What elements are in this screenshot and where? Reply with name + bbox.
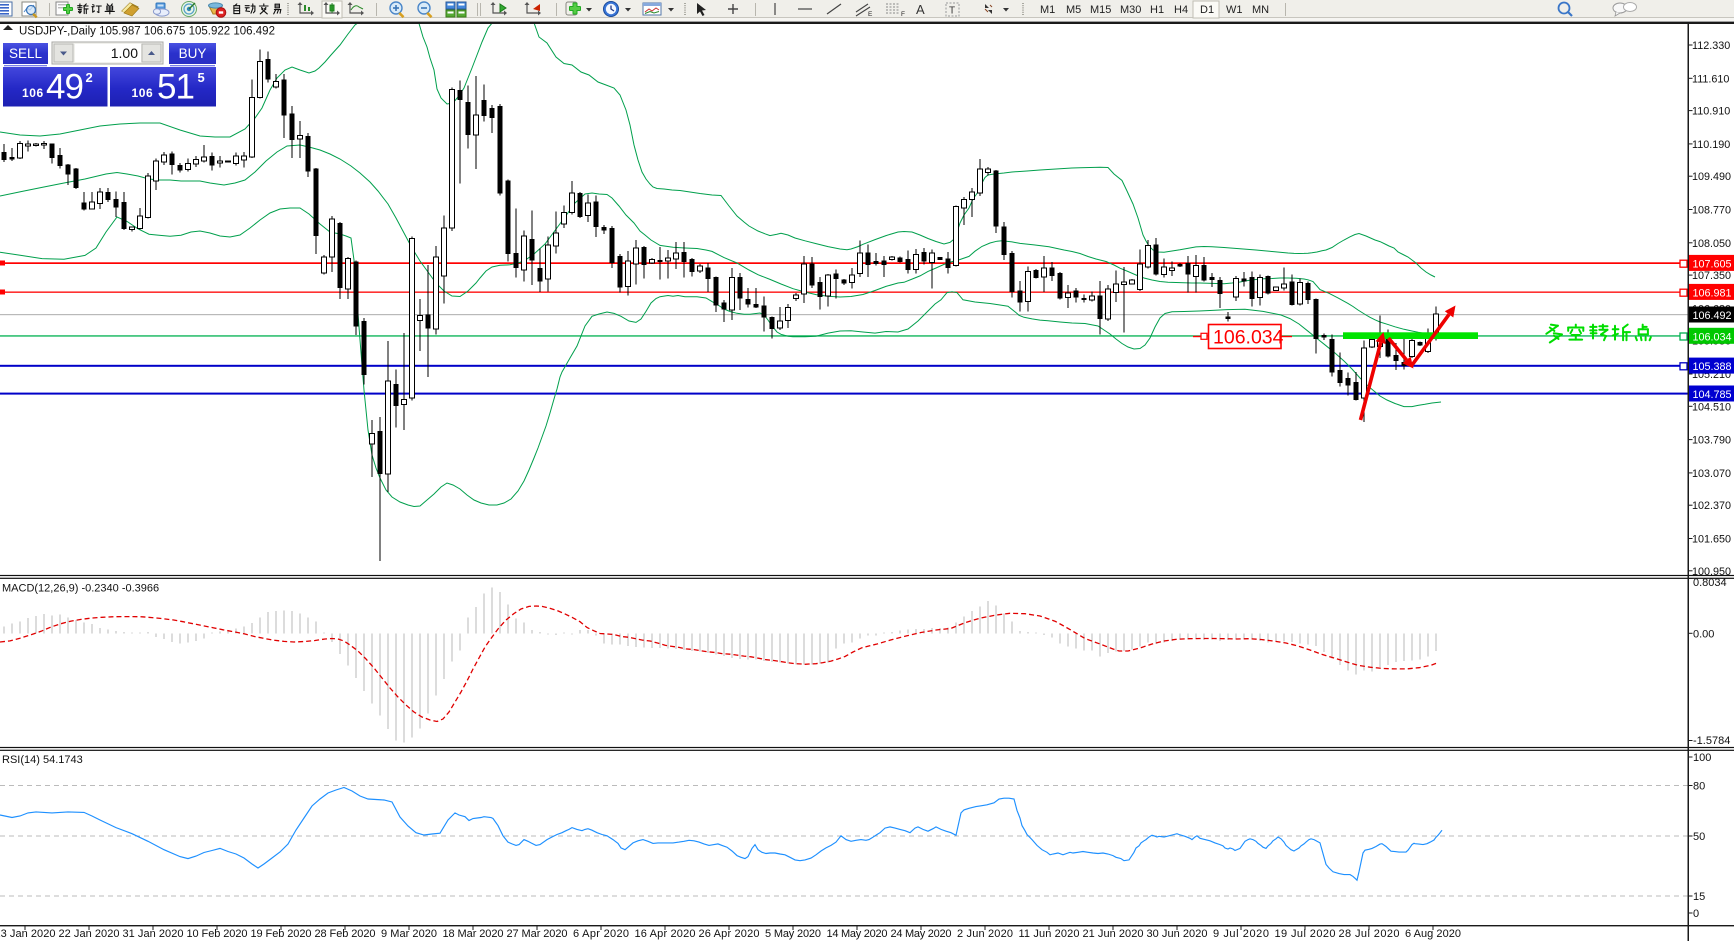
svg-text:13 Jan 2020: 13 Jan 2020 [0, 928, 56, 940]
svg-text:104.510: 104.510 [1692, 401, 1731, 413]
svg-text:D1: D1 [1200, 4, 1214, 16]
svg-text:101.650: 101.650 [1692, 534, 1731, 546]
svg-text:14 May 2020: 14 May 2020 [827, 928, 888, 940]
svg-text:SELL: SELL [9, 46, 43, 61]
svg-text:100: 100 [1693, 752, 1711, 764]
svg-text:2 Jun 2020: 2 Jun 2020 [957, 928, 1013, 940]
svg-text:2: 2 [86, 70, 93, 85]
svg-text:106: 106 [22, 86, 44, 100]
svg-text:F: F [901, 11, 905, 18]
svg-text:106.034: 106.034 [1693, 331, 1732, 343]
svg-text:5 May 2020: 5 May 2020 [765, 928, 821, 940]
svg-text:27 Mar 2020: 27 Mar 2020 [507, 928, 568, 940]
svg-text:109.490: 109.490 [1692, 171, 1731, 183]
svg-text:11 Jun 2020: 11 Jun 2020 [1019, 928, 1080, 940]
svg-text:24 May 2020: 24 May 2020 [891, 928, 952, 940]
svg-text:T: T [949, 6, 955, 17]
svg-text:108.770: 108.770 [1692, 205, 1731, 217]
svg-text:30 Jun 2020: 30 Jun 2020 [1147, 928, 1208, 940]
svg-text:MACD(12,26,9) -0.2340 -0.3966: MACD(12,26,9) -0.2340 -0.3966 [2, 583, 159, 595]
svg-text:22 Jan 2020: 22 Jan 2020 [59, 928, 120, 940]
svg-text:112.330: 112.330 [1692, 40, 1730, 52]
svg-text:H4: H4 [1174, 4, 1188, 16]
svg-text:RSI(14) 54.1743: RSI(14) 54.1743 [2, 754, 83, 766]
svg-text:103.070: 103.070 [1692, 468, 1731, 480]
svg-text:100.950: 100.950 [1692, 566, 1731, 578]
svg-text:M30: M30 [1120, 4, 1141, 16]
svg-text:A: A [916, 2, 925, 17]
svg-text:28 Jul 2020: 28 Jul 2020 [1339, 928, 1400, 940]
svg-text:W1: W1 [1226, 4, 1243, 16]
svg-text:E: E [868, 11, 873, 18]
svg-text:6 Aug 2020: 6 Aug 2020 [1405, 928, 1461, 940]
svg-text:0.00: 0.00 [1693, 628, 1714, 640]
svg-text:104.785: 104.785 [1693, 389, 1732, 401]
svg-text:106.981: 106.981 [1693, 287, 1732, 299]
svg-text:49: 49 [46, 68, 83, 107]
svg-text:111.610: 111.610 [1692, 73, 1729, 85]
svg-text:108.050: 108.050 [1692, 238, 1731, 250]
svg-text:-1.5784: -1.5784 [1693, 735, 1730, 747]
svg-text:106.034: 106.034 [1213, 327, 1284, 349]
svg-text:M1: M1 [1040, 4, 1055, 16]
svg-text:102.370: 102.370 [1692, 500, 1731, 512]
svg-text:0: 0 [1693, 908, 1699, 920]
svg-text:MN: MN [1252, 4, 1269, 16]
svg-text:15: 15 [1693, 891, 1705, 903]
svg-text:16 Apr 2020: 16 Apr 2020 [635, 928, 696, 940]
svg-text:110.910: 110.910 [1692, 106, 1730, 118]
svg-text:51: 51 [157, 68, 194, 107]
svg-text:9 Jul 2020: 9 Jul 2020 [1213, 928, 1269, 940]
svg-text:106.492: 106.492 [1693, 310, 1732, 322]
svg-text:26 Apr 2020: 26 Apr 2020 [699, 928, 760, 940]
svg-text:80: 80 [1693, 781, 1705, 793]
svg-text:31 Jan 2020: 31 Jan 2020 [123, 928, 184, 940]
svg-text:105.388: 105.388 [1693, 361, 1732, 373]
svg-text:M5: M5 [1066, 4, 1081, 16]
svg-text:BUY: BUY [179, 46, 207, 61]
svg-text:103.790: 103.790 [1692, 435, 1731, 447]
svg-text:9 Mar 2020: 9 Mar 2020 [381, 928, 437, 940]
svg-text:50: 50 [1693, 831, 1705, 843]
svg-text:5: 5 [198, 70, 205, 85]
svg-text:USDJPY-,Daily 105.987 106.675: USDJPY-,Daily 105.987 106.675 105.922 10… [19, 26, 275, 38]
svg-text:107.605: 107.605 [1693, 258, 1732, 270]
svg-text:0.8034: 0.8034 [1693, 577, 1727, 589]
svg-text:6 Apr 2020: 6 Apr 2020 [573, 928, 629, 940]
svg-text:10 Feb 2020: 10 Feb 2020 [187, 928, 248, 940]
svg-text:110.190: 110.190 [1692, 139, 1730, 151]
svg-text:106: 106 [132, 86, 154, 100]
svg-text:19 Jul 2020: 19 Jul 2020 [1275, 928, 1336, 940]
svg-text:1.00: 1.00 [111, 45, 138, 61]
svg-text:18 Mar 2020: 18 Mar 2020 [443, 928, 504, 940]
svg-text:21 Jun 2020: 21 Jun 2020 [1083, 928, 1144, 940]
svg-text:28 Feb 2020: 28 Feb 2020 [315, 928, 376, 940]
svg-text:M15: M15 [1090, 4, 1111, 16]
svg-text:H1: H1 [1150, 4, 1164, 16]
svg-text:19 Feb 2020: 19 Feb 2020 [251, 928, 312, 940]
svg-text:107.350: 107.350 [1692, 270, 1731, 282]
